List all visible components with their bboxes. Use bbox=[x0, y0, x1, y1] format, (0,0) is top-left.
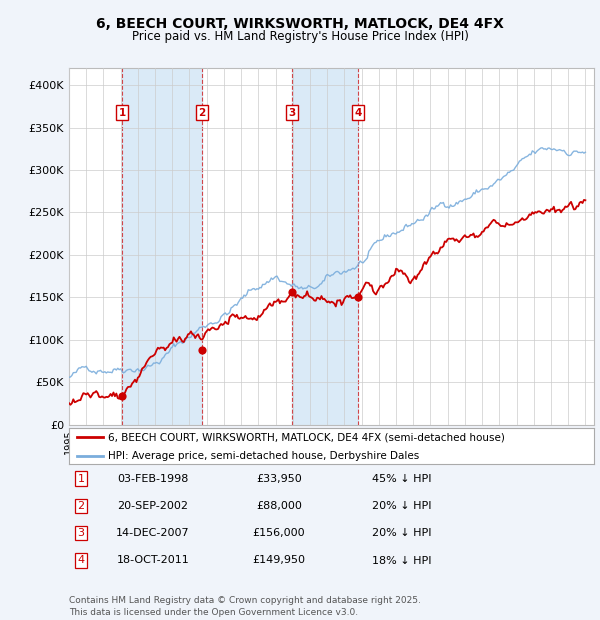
Text: 3: 3 bbox=[77, 528, 85, 538]
Point bbox=[353, 293, 363, 303]
Text: 18-OCT-2011: 18-OCT-2011 bbox=[116, 556, 190, 565]
Text: 14-DEC-2007: 14-DEC-2007 bbox=[116, 528, 190, 538]
Text: 6, BEECH COURT, WIRKSWORTH, MATLOCK, DE4 4FX (semi-detached house): 6, BEECH COURT, WIRKSWORTH, MATLOCK, DE4… bbox=[109, 432, 505, 442]
Point bbox=[117, 391, 127, 401]
Text: 2: 2 bbox=[77, 501, 85, 511]
Text: 18% ↓ HPI: 18% ↓ HPI bbox=[372, 556, 431, 565]
Text: 1: 1 bbox=[77, 474, 85, 484]
Point bbox=[197, 345, 206, 355]
Text: £33,950: £33,950 bbox=[256, 474, 302, 484]
Text: £149,950: £149,950 bbox=[253, 556, 305, 565]
Text: Price paid vs. HM Land Registry's House Price Index (HPI): Price paid vs. HM Land Registry's House … bbox=[131, 30, 469, 43]
Text: £88,000: £88,000 bbox=[256, 501, 302, 511]
Text: 1: 1 bbox=[118, 108, 125, 118]
Text: 20% ↓ HPI: 20% ↓ HPI bbox=[372, 501, 431, 511]
Text: £156,000: £156,000 bbox=[253, 528, 305, 538]
Text: 20% ↓ HPI: 20% ↓ HPI bbox=[372, 528, 431, 538]
Text: HPI: Average price, semi-detached house, Derbyshire Dales: HPI: Average price, semi-detached house,… bbox=[109, 451, 419, 461]
Text: 03-FEB-1998: 03-FEB-1998 bbox=[118, 474, 188, 484]
Text: 20-SEP-2002: 20-SEP-2002 bbox=[118, 501, 188, 511]
Bar bbox=[122, 68, 202, 425]
Point bbox=[287, 287, 297, 297]
Text: 45% ↓ HPI: 45% ↓ HPI bbox=[372, 474, 431, 484]
Text: 6, BEECH COURT, WIRKSWORTH, MATLOCK, DE4 4FX: 6, BEECH COURT, WIRKSWORTH, MATLOCK, DE4… bbox=[96, 17, 504, 32]
Text: 4: 4 bbox=[355, 108, 362, 118]
Text: 2: 2 bbox=[198, 108, 206, 118]
Bar bbox=[292, 68, 358, 425]
Text: Contains HM Land Registry data © Crown copyright and database right 2025.
This d: Contains HM Land Registry data © Crown c… bbox=[69, 596, 421, 617]
Text: 3: 3 bbox=[288, 108, 296, 118]
Text: 4: 4 bbox=[77, 556, 85, 565]
